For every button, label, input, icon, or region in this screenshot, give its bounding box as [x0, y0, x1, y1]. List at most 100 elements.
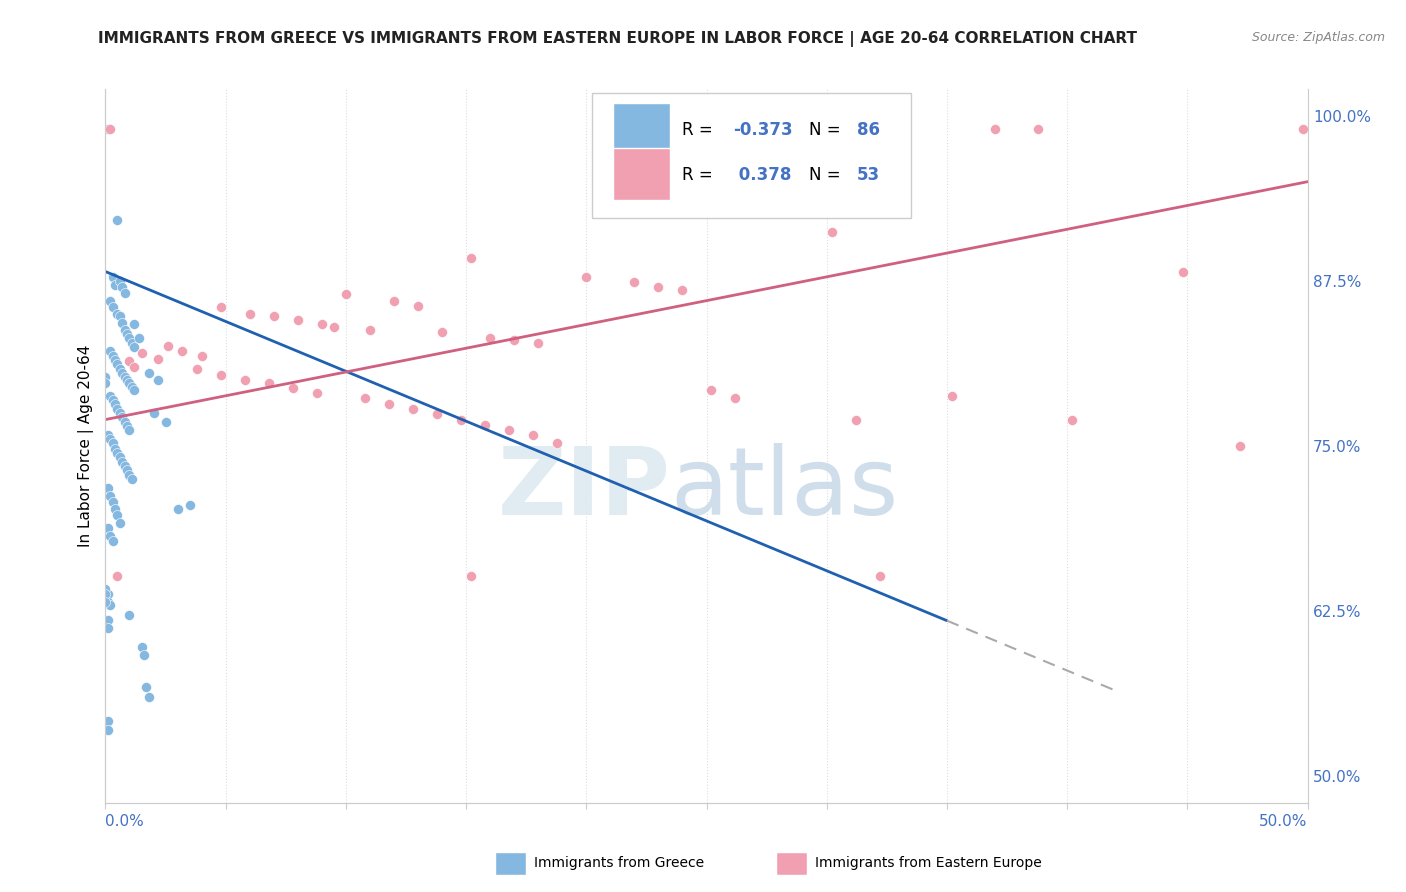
Text: atlas: atlas — [671, 442, 898, 535]
Point — [121, 335, 143, 350]
Point — [166, 502, 188, 516]
Point — [111, 367, 134, 381]
Point — [114, 323, 136, 337]
Point — [869, 568, 891, 582]
Text: 50.0%: 50.0% — [1260, 814, 1308, 829]
Point — [104, 353, 127, 368]
Point — [138, 690, 160, 704]
Point — [281, 381, 304, 395]
Point — [460, 568, 482, 582]
Point — [233, 373, 256, 387]
Point — [97, 481, 120, 495]
Text: Immigrants from Eastern Europe: Immigrants from Eastern Europe — [815, 856, 1042, 871]
Point — [322, 320, 344, 334]
Point — [1026, 121, 1049, 136]
Point — [94, 370, 117, 384]
Point — [118, 423, 141, 437]
Point — [107, 213, 129, 227]
Point — [111, 280, 134, 294]
Point — [108, 362, 131, 376]
Point — [97, 121, 120, 136]
Point — [209, 300, 232, 314]
Point — [724, 392, 747, 406]
Point — [121, 379, 143, 393]
Point — [118, 331, 141, 345]
Point — [263, 310, 285, 324]
Point — [1171, 264, 1194, 278]
Point — [101, 436, 124, 450]
Point — [101, 300, 124, 314]
Point — [124, 318, 146, 332]
Text: N =: N = — [808, 121, 845, 139]
Point — [131, 346, 153, 360]
Point — [104, 397, 127, 411]
Point — [114, 415, 136, 429]
Point — [94, 595, 117, 609]
Point — [402, 402, 425, 417]
Point — [124, 384, 146, 398]
Point — [118, 376, 141, 390]
Point — [111, 409, 134, 424]
Point — [97, 614, 120, 628]
Point — [107, 307, 129, 321]
Point — [138, 367, 160, 381]
Text: -0.373: -0.373 — [733, 121, 793, 139]
Point — [118, 608, 141, 623]
Point — [108, 310, 131, 324]
Point — [155, 415, 177, 429]
Y-axis label: In Labor Force | Age 20-64: In Labor Force | Age 20-64 — [79, 345, 94, 547]
Point — [115, 326, 138, 341]
Point — [101, 494, 124, 508]
Point — [118, 354, 141, 368]
Text: IMMIGRANTS FROM GREECE VS IMMIGRANTS FROM EASTERN EUROPE IN LABOR FORCE | AGE 20: IMMIGRANTS FROM GREECE VS IMMIGRANTS FRO… — [98, 31, 1137, 47]
Point — [647, 280, 669, 294]
Text: N =: N = — [808, 166, 845, 184]
Point — [98, 489, 121, 503]
Point — [115, 463, 138, 477]
Point — [186, 362, 208, 376]
Point — [984, 121, 1007, 136]
Point — [98, 389, 121, 403]
Point — [671, 283, 693, 297]
Point — [135, 680, 157, 694]
Point — [94, 582, 117, 596]
Point — [97, 723, 120, 738]
Point — [107, 357, 129, 371]
Point — [107, 402, 129, 417]
Point — [108, 274, 131, 288]
Point — [98, 529, 121, 543]
Point — [354, 392, 377, 406]
Point — [1060, 412, 1083, 426]
Point — [98, 121, 121, 136]
Point — [97, 621, 120, 635]
Point — [114, 458, 136, 473]
Point — [239, 307, 262, 321]
Point — [460, 252, 482, 266]
Point — [845, 412, 868, 426]
Point — [257, 376, 280, 390]
Point — [94, 587, 117, 601]
Point — [474, 417, 496, 432]
Point — [101, 534, 124, 549]
Point — [108, 450, 131, 464]
Point — [190, 349, 212, 363]
Point — [115, 373, 138, 387]
Text: ZIP: ZIP — [498, 442, 671, 535]
Point — [503, 333, 526, 347]
Point — [97, 714, 120, 728]
Point — [941, 389, 963, 403]
Point — [172, 343, 194, 358]
Point — [111, 455, 134, 469]
Point — [128, 331, 150, 345]
Point — [132, 648, 155, 662]
Text: Source: ZipAtlas.com: Source: ZipAtlas.com — [1251, 31, 1385, 45]
Point — [1292, 121, 1315, 136]
Point — [107, 508, 129, 522]
Point — [311, 318, 333, 332]
Point — [107, 445, 129, 459]
Point — [430, 326, 453, 340]
Text: 53: 53 — [856, 166, 880, 184]
Point — [700, 384, 723, 398]
Point — [1229, 439, 1251, 453]
Point — [382, 293, 405, 308]
